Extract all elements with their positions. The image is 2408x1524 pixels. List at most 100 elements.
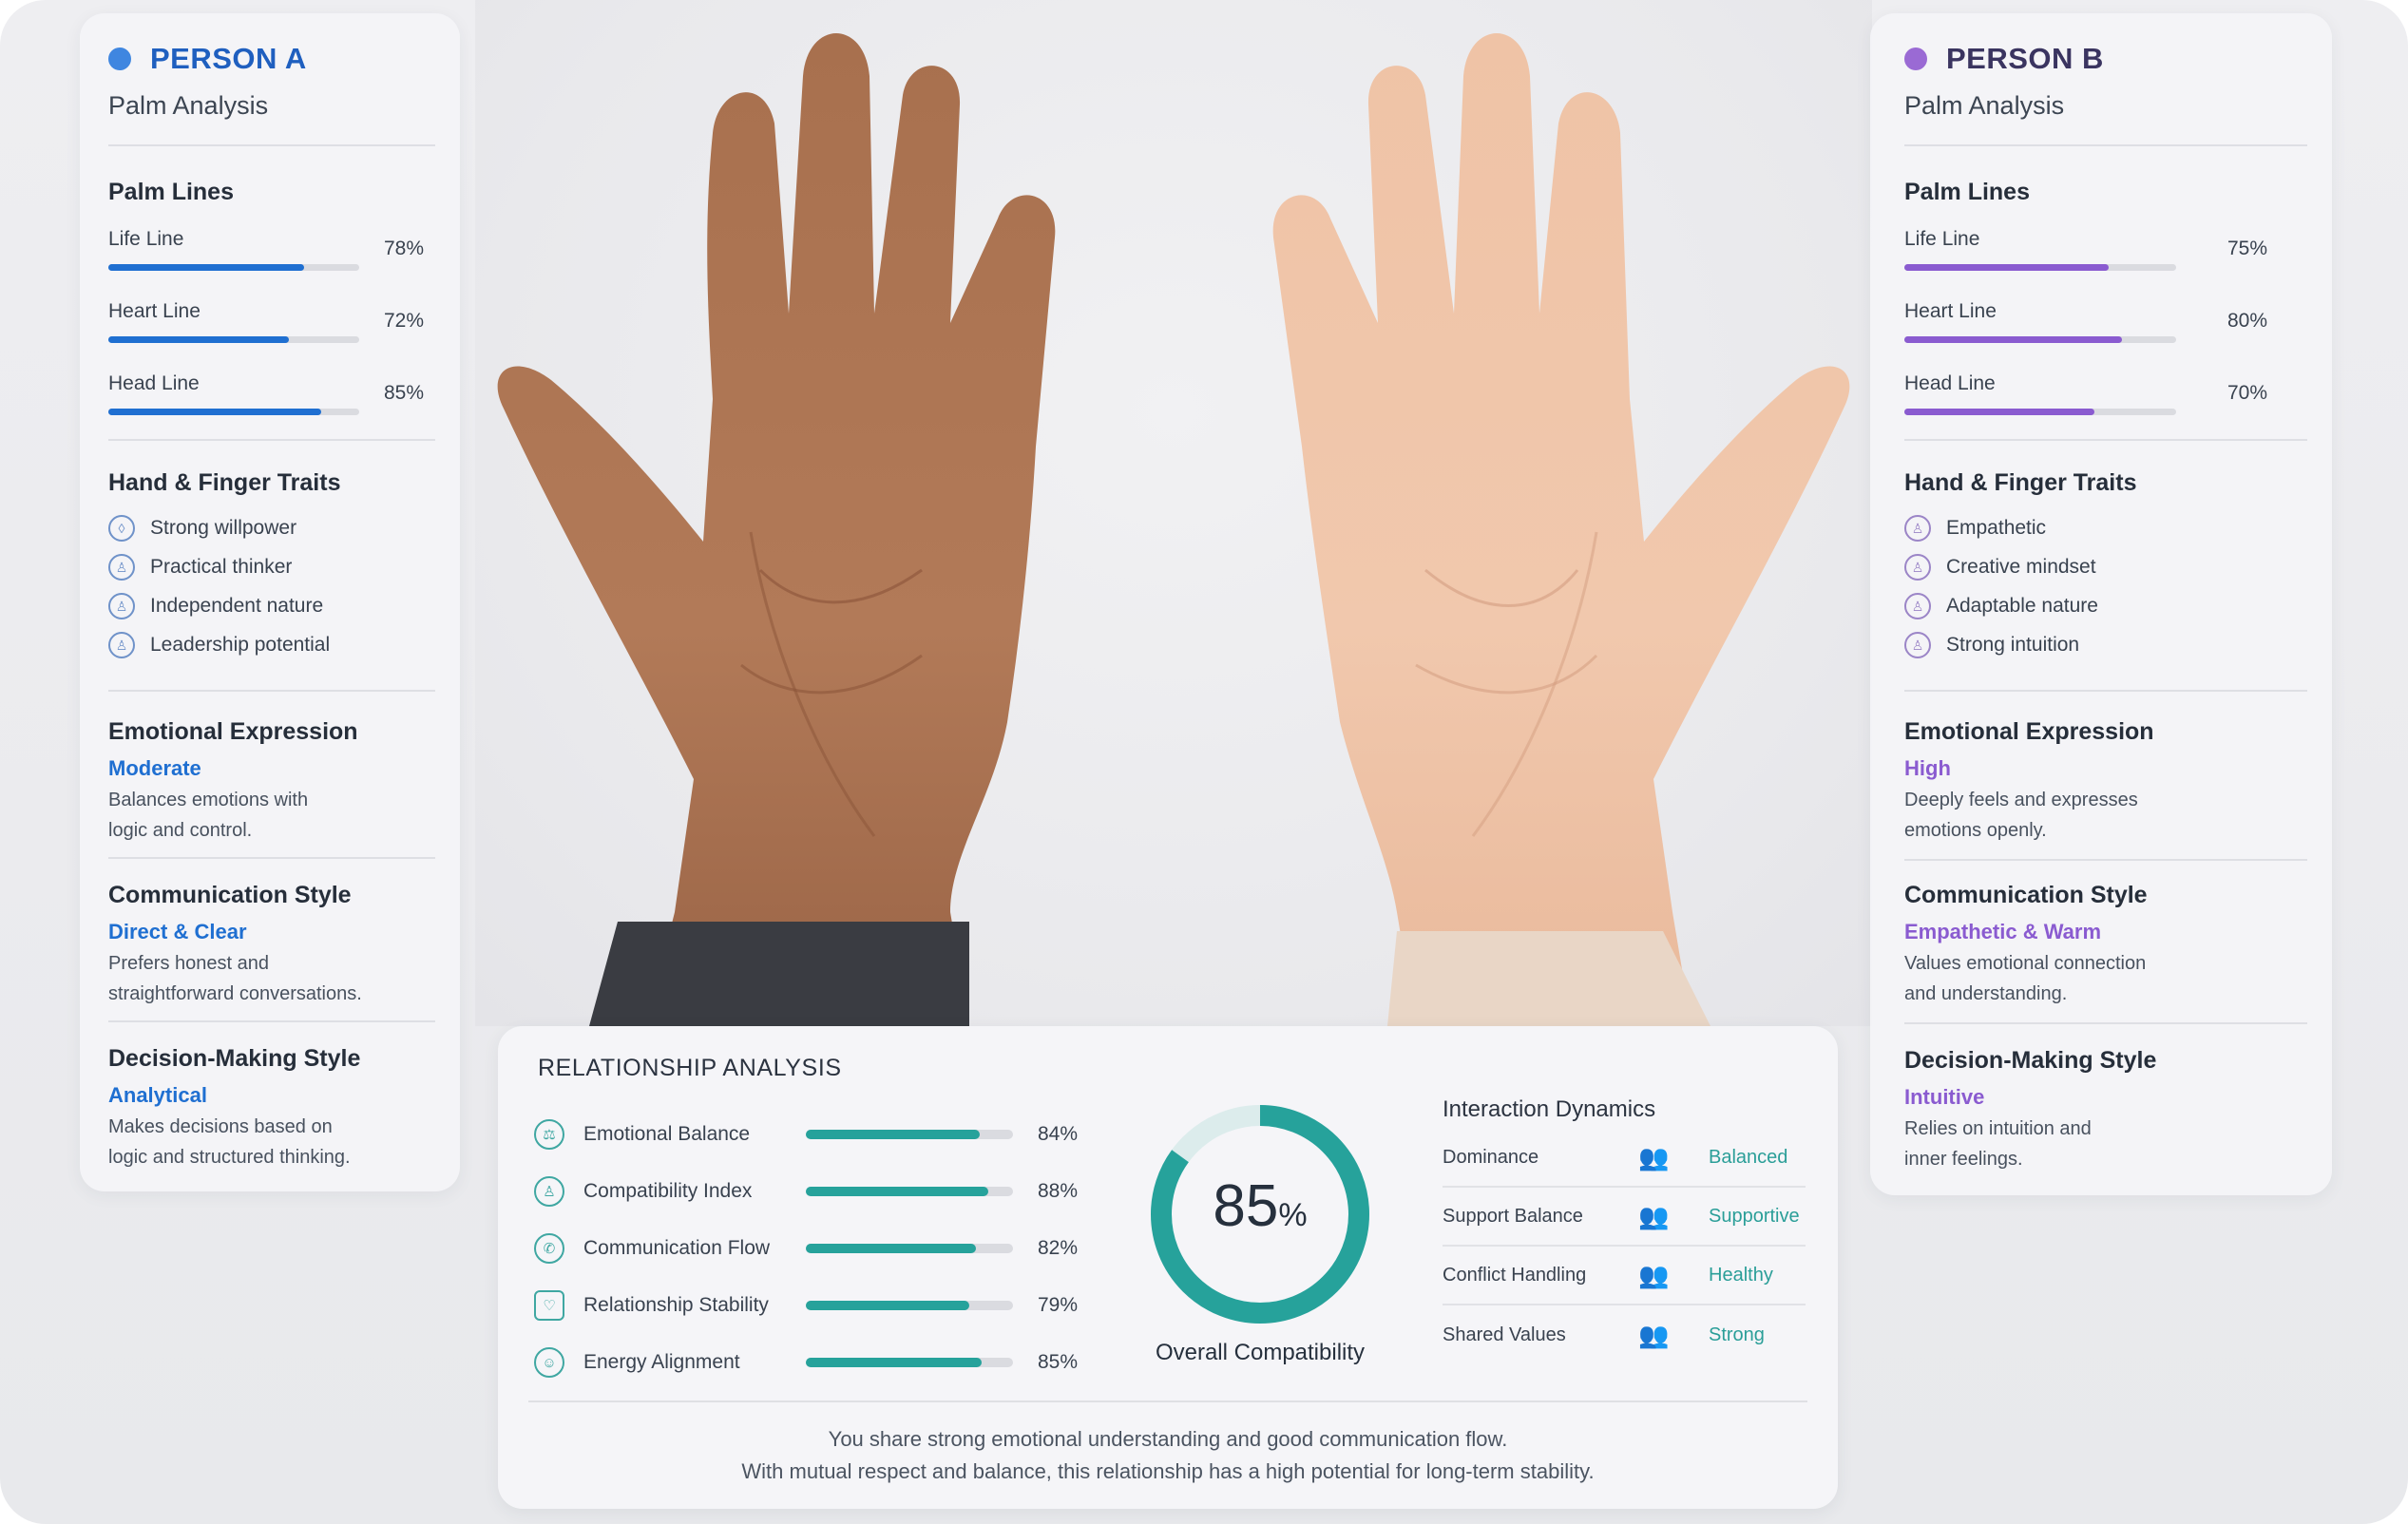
metric-track	[806, 1358, 1013, 1367]
decision-value: Intuitive	[1904, 1085, 1985, 1109]
dynamics-row: Conflict Handling 👥 Healthy	[1443, 1247, 1806, 1305]
thinker-icon: ♙	[108, 554, 135, 581]
compatibility-icon: ♙	[534, 1176, 564, 1207]
communication-title: Communication Style	[1904, 882, 2148, 908]
palm-line-track	[108, 264, 359, 271]
trait-label: Adaptable nature	[1946, 595, 2098, 617]
dynamics-label: Dominance	[1443, 1146, 1539, 1168]
dynamics-label: Shared Values	[1443, 1324, 1566, 1345]
desc-line: and understanding.	[1904, 983, 2068, 1004]
trait-item: ♙ Leadership potential	[108, 632, 330, 658]
palm-line-label: Heart Line	[1904, 300, 1997, 322]
desc-line: emotions openly.	[1904, 820, 2047, 841]
divider	[1904, 859, 2307, 861]
hand-b	[1272, 33, 1850, 1026]
people-icon: 👥	[1638, 1260, 1669, 1289]
decision-desc: Relies on intuition and inner feelings.	[1904, 1114, 2218, 1174]
person-a-card: PERSON A Palm Analysis Palm Lines Life L…	[80, 13, 460, 1191]
intuition-icon: ♙	[1904, 632, 1931, 658]
divider	[108, 1020, 435, 1022]
desc-line: Prefers honest and	[108, 953, 269, 974]
palm-line-track	[1904, 409, 2176, 415]
person-b-card: PERSON B Palm Analysis Palm Lines Life L…	[1870, 13, 2332, 1195]
metric-row: ♡ Relationship Stability 79%	[534, 1290, 1078, 1321]
trait-item: ◊ Strong willpower	[108, 515, 296, 542]
shield-icon: ♡	[534, 1290, 564, 1321]
person-icon: ♙	[108, 593, 135, 619]
desc-line: Values emotional connection	[1904, 953, 2147, 974]
trait-label: Leadership potential	[150, 634, 331, 656]
metric-fill	[806, 1358, 983, 1367]
palm-lines-title: Palm Lines	[108, 179, 234, 205]
empathy-icon: ♙	[1904, 515, 1931, 542]
decision-value: Analytical	[108, 1083, 207, 1107]
palm-line-label: Life Line	[1904, 228, 1980, 250]
palms-illustration	[497, 33, 1850, 1026]
willpower-icon: ◊	[108, 515, 135, 542]
trait-item: ♙ Strong intuition	[1904, 632, 2079, 658]
people-icon: 👥	[1638, 1201, 1669, 1230]
donut-arc	[1151, 1105, 1369, 1324]
metric-track	[806, 1130, 1013, 1139]
metric-label: Communication Flow	[583, 1237, 771, 1259]
traits-title: Hand & Finger Traits	[108, 469, 341, 496]
metric-value: 88%	[1038, 1180, 1079, 1202]
overall-unit: %	[1278, 1197, 1308, 1233]
palm-line-head: Head Line 70%	[1904, 372, 2303, 415]
person-b-dot	[1904, 48, 1927, 70]
people-icon: 👥	[1638, 1320, 1669, 1349]
overall-compatibility-donut	[1151, 1105, 1369, 1324]
dynamics-label: Conflict Handling	[1443, 1264, 1587, 1286]
people-icon: 👥	[1638, 1142, 1669, 1172]
overall-value: 85%	[1148, 1172, 1372, 1240]
person-a-header: PERSON A	[108, 42, 307, 76]
palm-line-label: Life Line	[108, 228, 184, 250]
metric-fill	[806, 1244, 976, 1253]
person-a-dot	[108, 48, 131, 70]
desc-line: Deeply feels and expresses	[1904, 790, 2138, 810]
divider	[1904, 439, 2307, 441]
energy-icon: ☺	[534, 1347, 564, 1378]
emotional-desc: Balances emotions with logic and control.	[108, 785, 422, 846]
trait-item: ♙ Adaptable nature	[1904, 593, 2098, 619]
palm-line-label: Heart Line	[108, 300, 201, 322]
emotional-title: Emotional Expression	[1904, 718, 2154, 745]
palm-line-value: 85%	[384, 382, 425, 404]
trait-label: Strong intuition	[1946, 634, 2080, 656]
person-b-header: PERSON B	[1904, 42, 2104, 76]
divider	[108, 857, 435, 859]
desc-line: Relies on intuition and	[1904, 1118, 2092, 1139]
metric-label: Emotional Balance	[583, 1123, 751, 1145]
metric-label: Energy Alignment	[583, 1351, 740, 1373]
divider	[108, 144, 435, 146]
dynamics-title: Interaction Dynamics	[1443, 1096, 1656, 1122]
leadership-icon: ♙	[108, 632, 135, 658]
divider	[108, 439, 435, 441]
person-a-name: PERSON A	[150, 42, 307, 75]
emotional-value: High	[1904, 756, 1951, 780]
traits-title: Hand & Finger Traits	[1904, 469, 2137, 496]
dynamics-label: Support Balance	[1443, 1205, 1583, 1227]
relationship-analysis-card: RELATIONSHIP ANALYSIS ⚖ Emotional Balanc…	[498, 1026, 1838, 1509]
palm-line-label: Head Line	[1904, 372, 1996, 394]
metric-track	[806, 1301, 1013, 1310]
metric-track	[806, 1244, 1013, 1253]
trait-label: Strong willpower	[150, 517, 297, 539]
metric-fill	[806, 1301, 970, 1310]
metric-row: ♙ Compatibility Index 88%	[534, 1176, 1078, 1207]
desc-line: inner feelings.	[1904, 1149, 2023, 1170]
dynamics-value: Supportive	[1709, 1205, 1800, 1227]
metric-fill	[806, 1187, 988, 1196]
decision-title: Decision-Making Style	[108, 1045, 361, 1072]
dynamics-value: Healthy	[1709, 1264, 1773, 1286]
metric-value: 82%	[1038, 1237, 1079, 1259]
palms-photo	[475, 0, 1872, 1026]
palm-line-label: Head Line	[108, 372, 200, 394]
emotional-title: Emotional Expression	[108, 718, 358, 745]
decision-desc: Makes decisions based on logic and struct…	[108, 1112, 422, 1172]
adaptable-icon: ♙	[1904, 593, 1931, 619]
divider	[108, 690, 435, 692]
palm-lines-title: Palm Lines	[1904, 179, 2030, 205]
palm-line-track	[108, 409, 359, 415]
divider	[1904, 1022, 2307, 1024]
